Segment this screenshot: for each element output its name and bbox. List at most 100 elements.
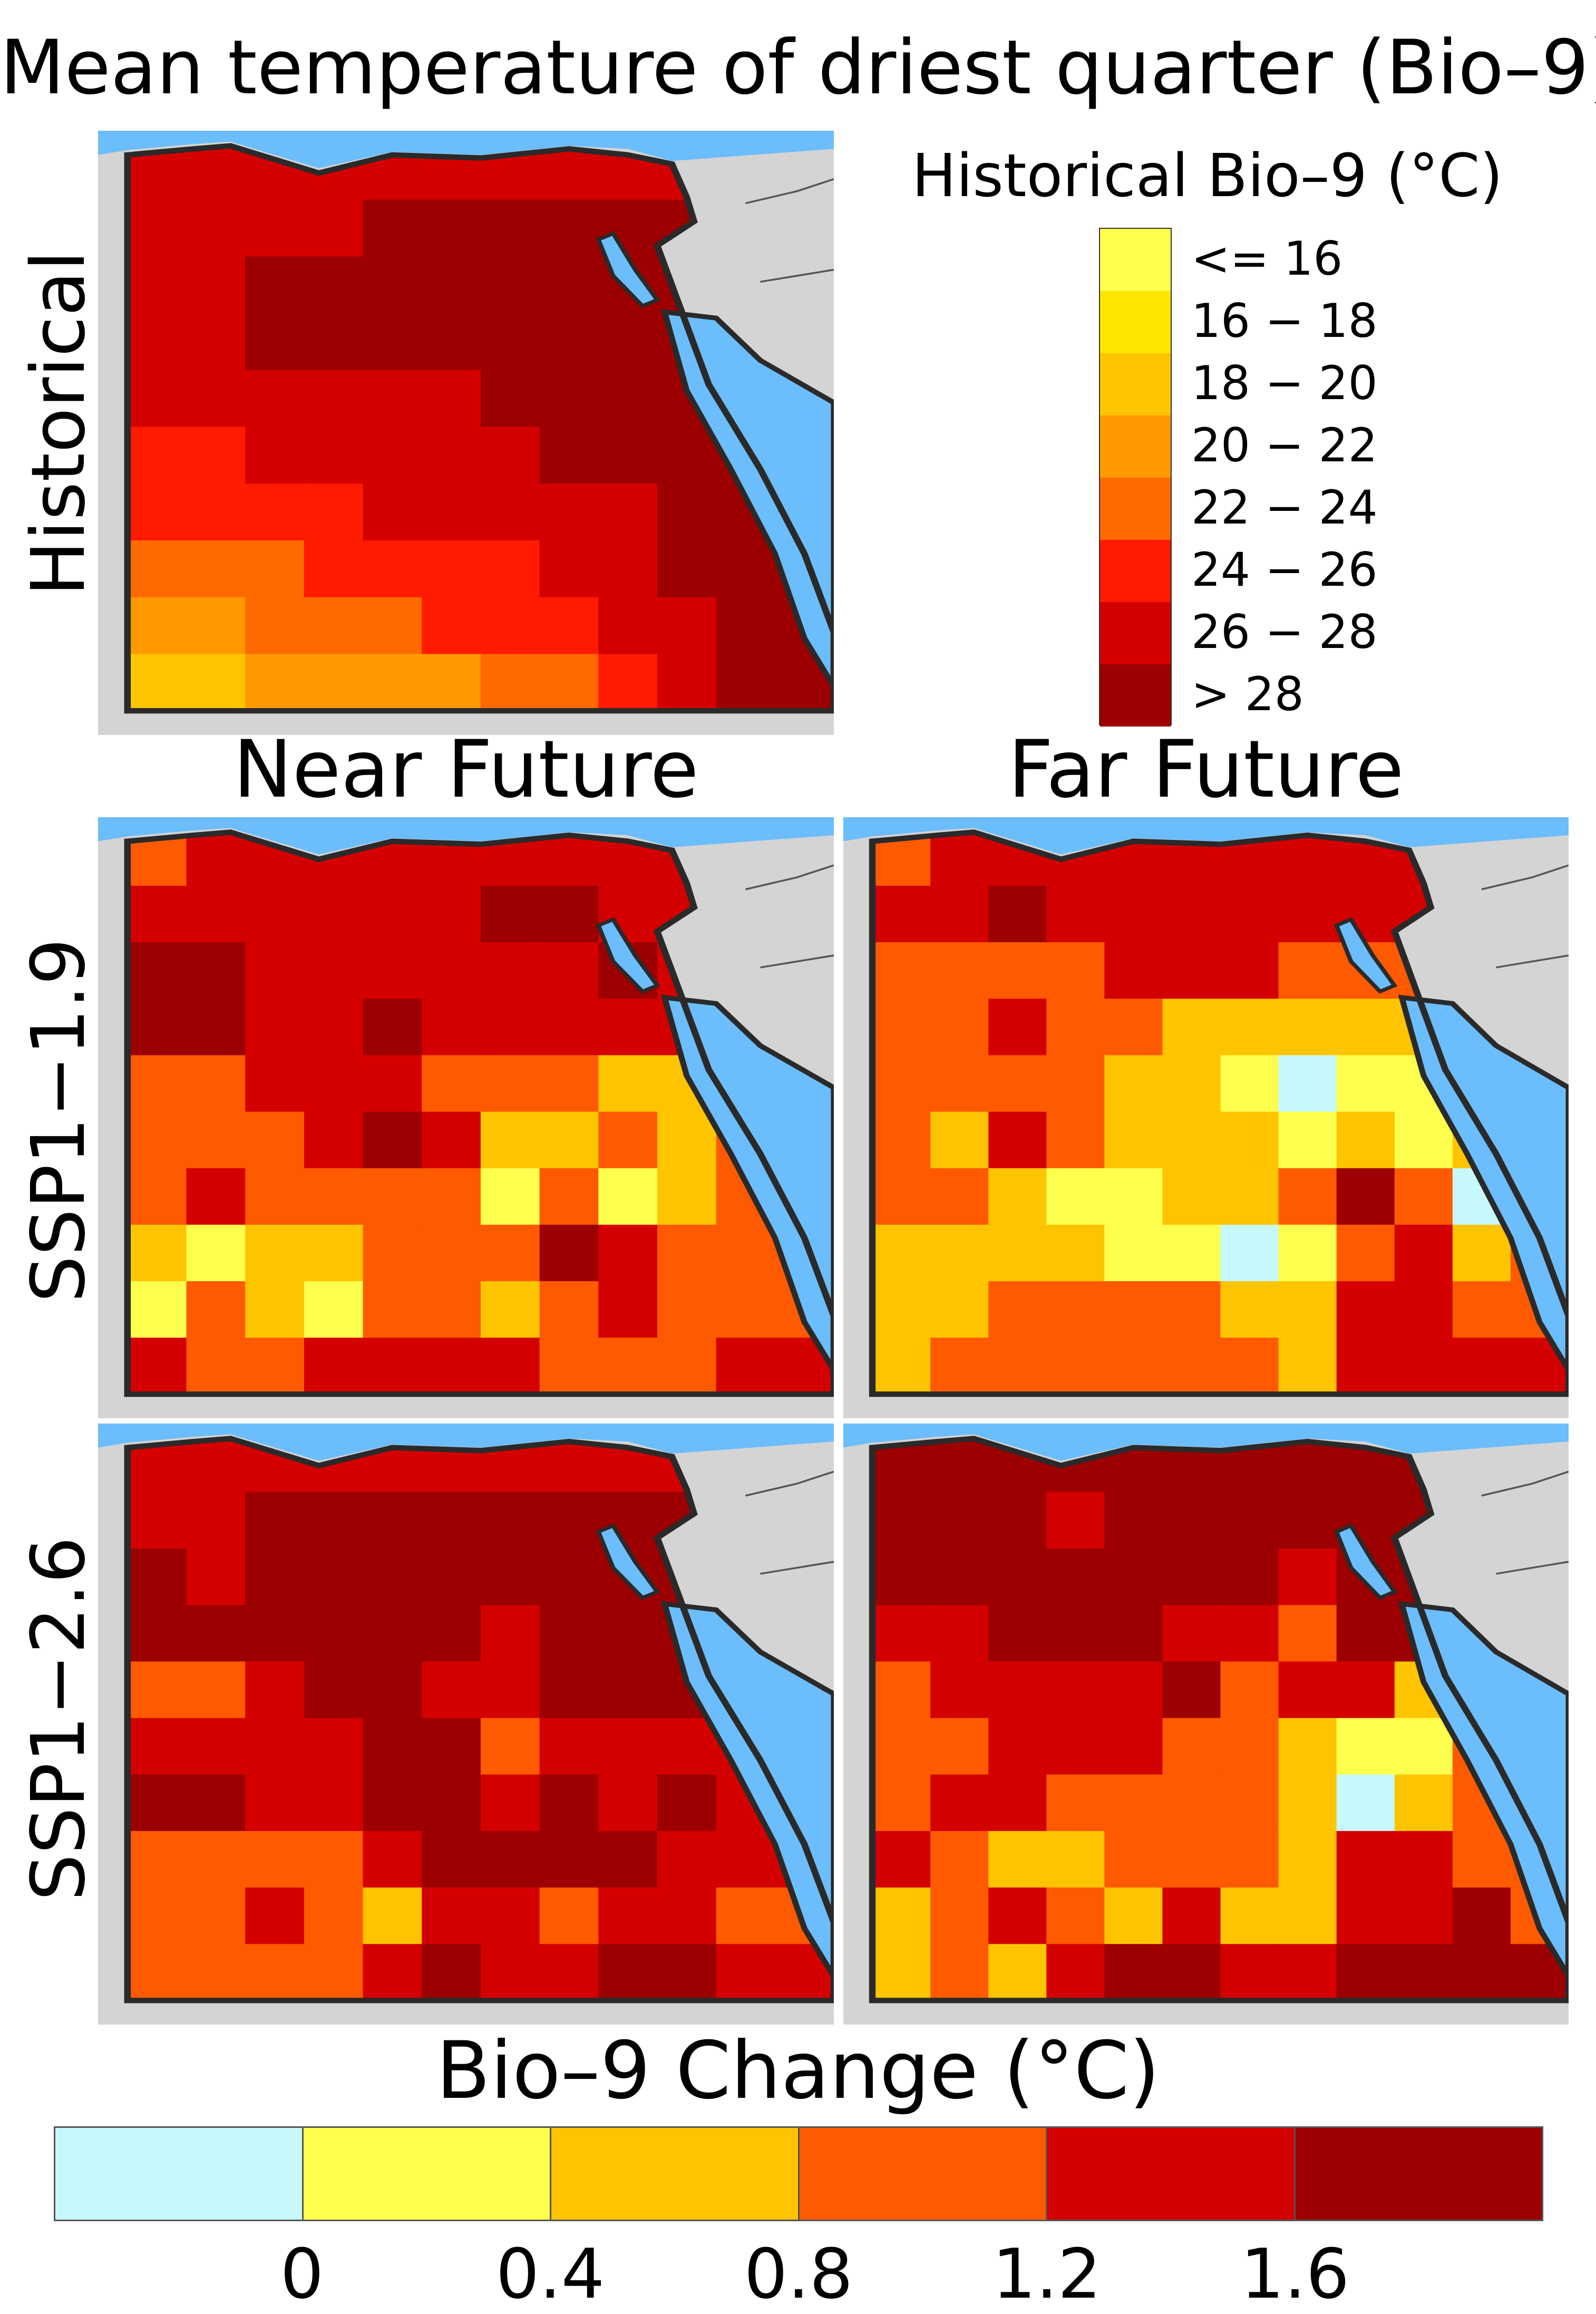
colorbar-segment (303, 2128, 551, 2220)
legend-label: <= 16 (1191, 231, 1343, 286)
grid-cell (186, 370, 246, 428)
grid-cell (363, 1605, 423, 1662)
grid-cell (539, 1774, 599, 1832)
grid-cell (988, 1661, 1047, 1719)
grid-cell (127, 654, 187, 711)
legend-label: 22 − 24 (1191, 480, 1378, 535)
neighbor-border (1481, 864, 1569, 969)
red-sea (660, 1601, 834, 1978)
grid-cell (988, 999, 1047, 1056)
grid-cell (930, 1224, 989, 1282)
grid-cell (1510, 942, 1569, 999)
legend-swatch (1100, 415, 1171, 478)
grid-cell (988, 1944, 1047, 2001)
grid-cell (716, 199, 776, 257)
grid-cell (245, 427, 305, 484)
red-sea (660, 994, 834, 1371)
grid-cell (988, 1774, 1047, 1832)
map-far-future-ssp126 (843, 1424, 1569, 2025)
grid-cell (1220, 1605, 1279, 1662)
grid-cell (422, 654, 481, 711)
grid-cell (186, 1605, 246, 1662)
grid-cell (1510, 999, 1569, 1056)
grid-cell (716, 1492, 776, 1549)
grid-cell (127, 1281, 187, 1338)
grid-cell (539, 942, 599, 999)
grid-cell (245, 1774, 305, 1832)
grid-cell (872, 1338, 931, 1395)
grid-cell (539, 1168, 599, 1225)
colorbar-tick-label: 0.8 (744, 2234, 853, 2314)
grid-cell (1452, 1887, 1511, 1944)
grid-cell (657, 427, 717, 484)
grid-cell (480, 1887, 540, 1944)
historical-legend-swatches (1099, 228, 1172, 727)
grid-cell (1278, 1661, 1337, 1719)
grid-cell (480, 256, 540, 314)
grid-cell (304, 1492, 364, 1549)
grid-cell (127, 1548, 187, 1605)
grid-cell (363, 1661, 423, 1719)
grid-cell (1336, 1338, 1395, 1395)
row-label-historical: Historical (16, 250, 102, 596)
grid-cell (1510, 1548, 1569, 1605)
grid-cell (775, 199, 834, 257)
grid-cell (245, 370, 305, 428)
grid-cell (127, 256, 187, 314)
grid-cell (186, 1887, 246, 1944)
grid-cell (363, 1055, 423, 1112)
grid-cell (186, 885, 246, 943)
grid-cell (480, 1055, 540, 1112)
grid-cell (1278, 1338, 1337, 1395)
grid-cell (598, 313, 658, 371)
grid-cell (1104, 1774, 1163, 1832)
grid-cell (930, 1281, 989, 1338)
grid-cell (539, 427, 599, 484)
grid-cell (1104, 1168, 1163, 1225)
grid-cell (363, 597, 423, 655)
grid-cell (1104, 1661, 1163, 1719)
grid-cell (363, 942, 423, 999)
grid-cell (1220, 1661, 1279, 1719)
grid-cell (127, 313, 187, 371)
map-svg (843, 817, 1569, 1397)
grid-cell (186, 1774, 246, 1832)
grid-cell (716, 1887, 776, 1944)
grid-cell (539, 1338, 599, 1395)
grid-cell (245, 999, 305, 1056)
grid-cell (716, 1224, 776, 1282)
grid-cell (1278, 1831, 1337, 1888)
grid-cell (1452, 1548, 1511, 1605)
grid-cell (1336, 1831, 1395, 1888)
legend-label: 20 − 22 (1191, 418, 1378, 472)
grid-cell (598, 1831, 658, 1888)
legend-swatch (1100, 664, 1171, 727)
map-svg (98, 1424, 834, 2003)
grid-cell (1394, 1944, 1453, 2001)
grid-cell (988, 1548, 1047, 1605)
grid-cell (598, 540, 658, 598)
grid-cell (775, 1548, 834, 1605)
grid-cell (304, 654, 364, 711)
legend-label: 16 − 18 (1191, 294, 1378, 348)
grid-cell (480, 1718, 540, 1775)
grid-cell (1162, 1492, 1221, 1549)
grid-cell (363, 1831, 423, 1888)
grid-cell (872, 1281, 931, 1338)
grid-cell (1104, 1281, 1163, 1338)
grid-cell (1162, 1548, 1221, 1605)
grid-cell (186, 942, 246, 999)
grid-cell (363, 654, 423, 711)
grid-cell (872, 1548, 931, 1605)
grid-cell (127, 1168, 187, 1225)
grid-cell (1104, 942, 1163, 999)
grid-cell (657, 1168, 717, 1225)
grid-cell (422, 1944, 481, 2001)
neighbor-border (1481, 1470, 1569, 1575)
grid-cell (1104, 1718, 1163, 1775)
grid-cell (186, 1718, 246, 1775)
grid-cell (1452, 942, 1511, 999)
map-svg (98, 817, 834, 1397)
grid-cell (1046, 1548, 1105, 1605)
grid-cell (422, 1774, 481, 1832)
